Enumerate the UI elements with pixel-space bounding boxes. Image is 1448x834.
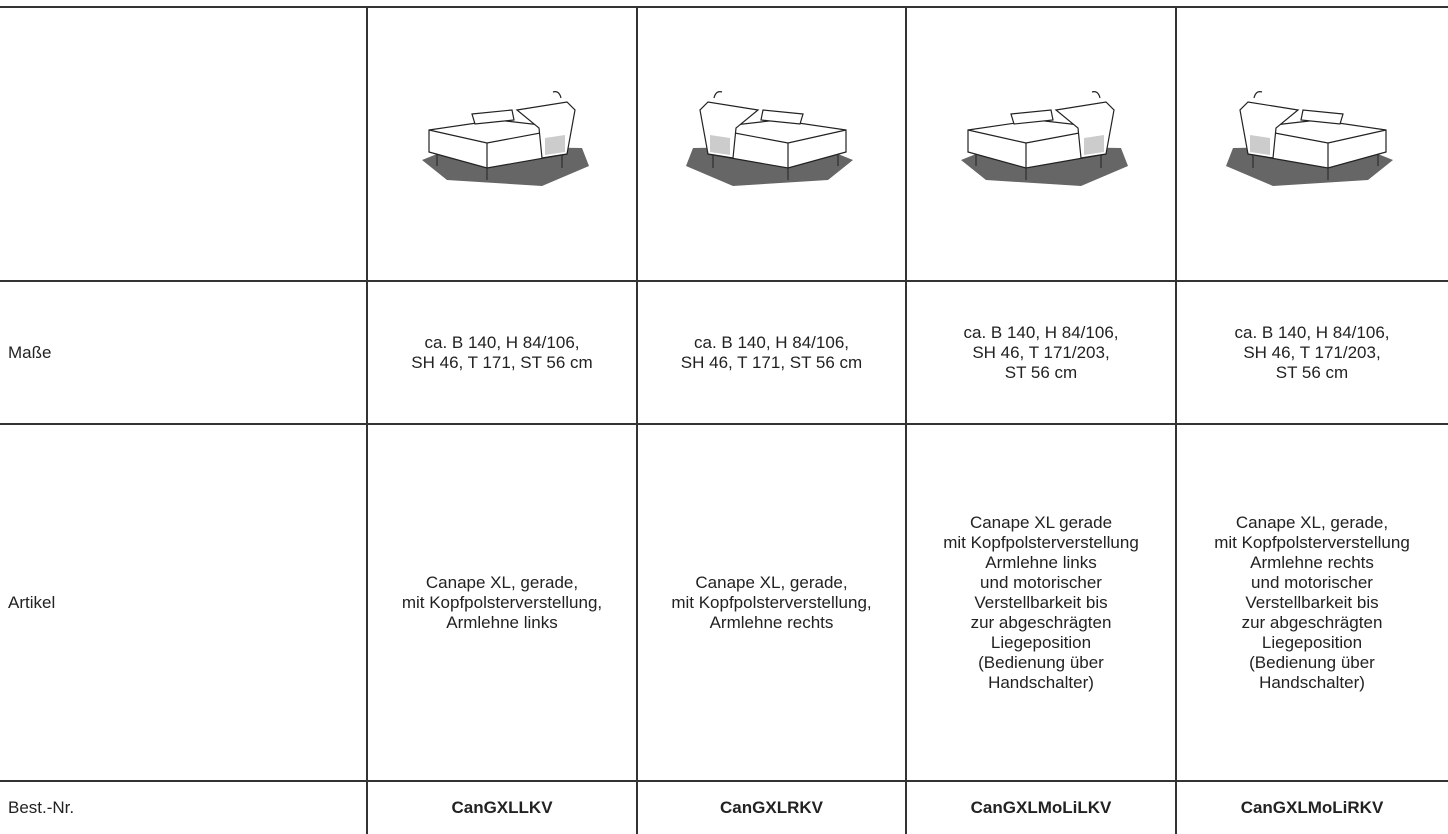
row-border <box>0 280 1448 282</box>
cell-text: ca. B 140, H 84/106, SH 46, T 171, ST 56… <box>680 332 863 372</box>
cell-text: Canape XL gerade mit Kopfpolsterverstell… <box>943 512 1139 692</box>
product-illustration <box>960 90 1128 187</box>
product-illustration <box>421 90 589 187</box>
cell-text: CanGXLMoLiLKV <box>970 798 1112 817</box>
column-border <box>636 6 638 834</box>
cell-text: Canape XL, gerade, mit Kopfpolsterverste… <box>401 572 603 632</box>
row-border <box>0 6 1448 8</box>
row-label: Maße <box>8 342 52 362</box>
row-border <box>0 780 1448 782</box>
column-border <box>905 6 907 834</box>
row-label: Artikel <box>8 592 56 612</box>
cell-text: CanGXLMoLiRKV <box>1240 798 1384 817</box>
cell-text: CanGXLLKV <box>451 798 553 817</box>
row-label: Best.-Nr. <box>8 798 75 817</box>
row-border <box>0 423 1448 425</box>
cell-text: Canape XL, gerade, mit Kopfpolsterverste… <box>1214 512 1410 692</box>
column-border <box>1175 6 1177 834</box>
cell-text: ca. B 140, H 84/106, SH 46, T 171/203, S… <box>963 322 1119 382</box>
product-illustration <box>686 90 854 187</box>
cell-text: CanGXLRKV <box>720 798 823 817</box>
cell-text: Canape XL, gerade, mit Kopfpolsterverste… <box>671 572 872 632</box>
cell-text: ca. B 140, H 84/106, SH 46, T 171, ST 56… <box>411 332 593 372</box>
product-illustration <box>1226 90 1394 187</box>
column-border <box>366 6 368 834</box>
cell-text: ca. B 140, H 84/106, SH 46, T 171/203, S… <box>1234 322 1390 382</box>
